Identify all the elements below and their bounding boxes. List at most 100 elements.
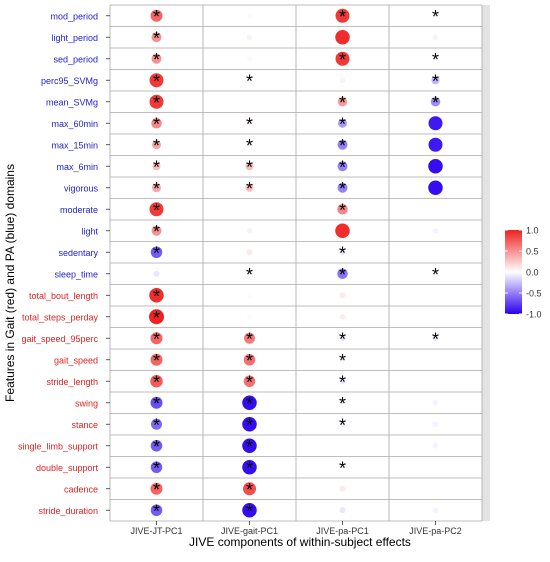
correlation-dot — [245, 162, 254, 171]
row-label-total-steps-perday: total_steps_perday — [22, 312, 99, 322]
correlation-dot — [433, 464, 438, 470]
correlation-dot — [432, 443, 439, 449]
significance-star: * — [339, 265, 346, 285]
correlation-dot — [340, 464, 345, 470]
correlation-dot — [242, 417, 257, 432]
significance-star: * — [339, 372, 346, 392]
significance-star: * — [153, 157, 160, 177]
correlation-dot — [242, 438, 257, 453]
correlation-dot — [151, 32, 162, 43]
correlation-dot — [246, 34, 253, 40]
significance-star: * — [246, 351, 253, 371]
correlation-dot — [339, 378, 346, 385]
row-label-total-bout-length: total_bout_length — [29, 291, 98, 301]
legend-tick-label: -1.0 — [526, 310, 542, 320]
row-label-gait-speed-95perc: gait_speed_95perc — [21, 334, 98, 344]
correlation-dot — [246, 13, 253, 19]
correlation-dot — [151, 225, 162, 236]
correlation-dot — [242, 395, 257, 410]
y-axis-title: Features in Gait (red) and PA (blue) dom… — [3, 164, 17, 402]
significance-star: * — [153, 93, 160, 113]
correlation-dot — [337, 161, 348, 172]
correlation-dot — [339, 335, 346, 342]
significance-star: * — [339, 458, 346, 478]
correlation-dot — [150, 396, 163, 409]
significance-star: * — [339, 415, 346, 435]
column-label-jive-jt-pc1: JIVE-JT-PC1 — [130, 526, 182, 536]
correlation-dot — [149, 202, 164, 217]
significance-star: * — [153, 308, 160, 328]
correlation-dot — [337, 182, 348, 193]
significance-star: * — [339, 114, 346, 134]
correlation-dot — [247, 206, 252, 212]
correlation-dot — [243, 354, 256, 366]
significance-star: * — [153, 351, 160, 371]
correlation-dot — [246, 77, 253, 83]
significance-star: * — [153, 243, 160, 263]
row-label-moderate: moderate — [60, 205, 98, 215]
correlation-dot — [246, 249, 253, 256]
significance-star: * — [339, 243, 346, 263]
significance-star: * — [246, 372, 253, 392]
correlation-dot — [150, 461, 163, 473]
correlation-dot — [433, 13, 438, 19]
legend-tick-label: 0.0 — [526, 268, 539, 278]
significance-star: * — [246, 501, 253, 521]
row-label-double-support: double_support — [36, 463, 99, 473]
correlation-dot — [246, 314, 253, 320]
significance-star: * — [339, 179, 346, 199]
significance-star: * — [339, 157, 346, 177]
significance-star: * — [246, 179, 253, 199]
significance-star: * — [339, 200, 346, 220]
significance-star: * — [153, 415, 160, 435]
correlation-dot — [433, 357, 438, 363]
significance-star: * — [339, 136, 346, 156]
correlation-dot — [151, 118, 162, 129]
correlation-dot — [432, 228, 439, 234]
significance-star: * — [153, 200, 160, 220]
significance-star: * — [246, 394, 253, 414]
significance-star: * — [153, 372, 160, 392]
correlation-dot — [149, 73, 164, 88]
significance-star: * — [153, 50, 160, 70]
correlation-dot — [152, 183, 161, 193]
correlation-dot — [340, 357, 345, 363]
correlation-dot — [153, 270, 160, 277]
row-label-stride-duration: stride_duration — [38, 506, 98, 516]
row-label-sleep-time: sleep_time — [54, 269, 98, 279]
correlation-dot — [151, 418, 162, 430]
correlation-dot — [432, 400, 439, 406]
correlation-dot — [337, 97, 348, 107]
legend-tick-label: -0.5 — [526, 289, 542, 299]
x-axis-title: JIVE components of within-subject effect… — [189, 535, 411, 549]
significance-star: * — [153, 480, 160, 500]
significance-star: * — [339, 50, 346, 70]
significance-star: * — [339, 394, 346, 414]
correlation-dot — [339, 421, 346, 427]
correlation-dot — [428, 159, 443, 174]
correlation-dot — [433, 56, 438, 62]
column-label-jive-pa-pc2: JIVE-pa-PC2 — [409, 526, 462, 536]
column-label-jive-pa-pc1: JIVE-pa-PC1 — [316, 526, 369, 536]
significance-star: * — [246, 114, 253, 134]
row-label-mod-period: mod_period — [50, 11, 98, 21]
correlation-dot — [152, 140, 161, 150]
significance-star: * — [153, 329, 160, 349]
significance-star: * — [432, 329, 439, 349]
correlation-dot — [428, 137, 443, 152]
correlation-dot — [335, 8, 350, 23]
significance-star: * — [246, 157, 253, 177]
correlation-dot — [337, 204, 348, 215]
row-label-swing: swing — [75, 398, 98, 408]
significance-star: * — [432, 265, 439, 285]
correlation-dot — [337, 268, 348, 279]
significance-star: * — [339, 329, 346, 349]
row-label-cadence: cadence — [64, 484, 98, 494]
row-label-sedentary: sedentary — [58, 248, 98, 258]
significance-star: * — [153, 7, 160, 27]
correlation-dot — [433, 249, 438, 255]
legend-colorbar — [505, 230, 522, 314]
correlation-dot — [244, 332, 255, 344]
correlation-dot — [335, 30, 350, 45]
significance-star: * — [153, 71, 160, 91]
